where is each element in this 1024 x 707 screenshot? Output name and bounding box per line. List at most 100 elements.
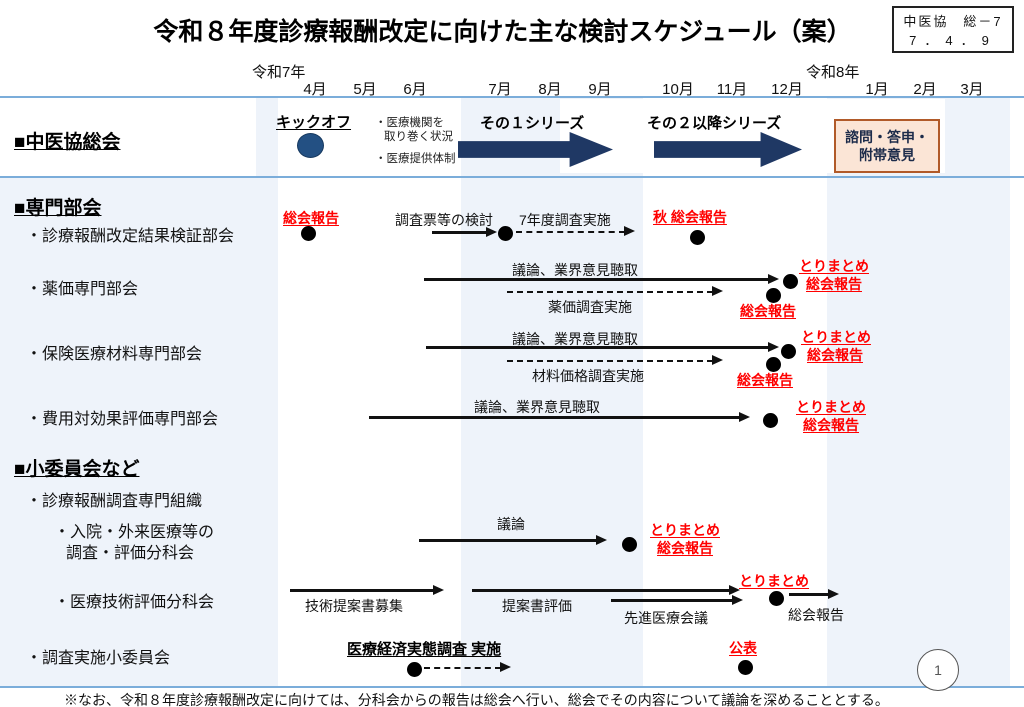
series2-label: その２以降シリーズ (647, 115, 782, 132)
section-heading-senmon: ■専門部会 (14, 198, 102, 219)
yakka-soukai-houkoku-label: 総会報告 (806, 276, 862, 292)
year-label-left: 令和7年 (252, 64, 306, 81)
row-label-yakka: ・薬価専門部会 (26, 281, 139, 298)
milestone-dot (783, 274, 798, 289)
yakka-chousa-label: 薬価調査実施 (548, 299, 632, 315)
divider-line-bottom (0, 686, 1024, 688)
month-label-apr: 4月 (303, 81, 327, 98)
month-label-jun: 6月 (403, 81, 427, 98)
month-label-may: 5月 (353, 81, 377, 98)
row-label-zairyo: ・保険医療材料専門部会 (26, 346, 203, 363)
band-pre-april (256, 97, 278, 177)
kensho-chousahyou-label: 調査票等の検討 (395, 212, 493, 228)
zairyo-chousa-label: 材料価格調査実施 (532, 368, 644, 384)
kensho-aki-houkoku-label: 秋 総会報告 (653, 209, 727, 225)
footer-note: ※なお、令和８年度診療報酬改定に向けては、分科会からの報告は総会へ行い、総会でそ… (64, 692, 889, 707)
kensho-soukai-houkoku-label: 総会報告 (283, 210, 339, 226)
solid-arrow-icon (290, 585, 444, 595)
solid-arrow-icon (789, 589, 839, 599)
milestone-dot (766, 357, 781, 372)
milestone-dot (498, 226, 513, 241)
row-label-gijutsu: ・医療技術評価分科会 (54, 594, 215, 611)
bunkakai-giron-label: 議論 (497, 516, 525, 532)
milestone-dot (763, 413, 778, 428)
yakka-giron-label: 議論、業界意見聴取 (512, 262, 638, 278)
kickoff-circle-icon (297, 133, 324, 158)
milestone-dot (690, 230, 705, 245)
bunkakai-soukai-houkoku-label: 総会報告 (657, 540, 713, 556)
month-label-aug: 8月 (538, 81, 562, 98)
zairyo-soukai-houkoku2-label: 総会報告 (737, 372, 793, 388)
month-label-mar: 3月 (960, 81, 984, 98)
month-label-nov: 11月 (716, 81, 748, 98)
page-number-badge: 1 (917, 649, 959, 691)
month-label-dec: 12月 (771, 81, 803, 98)
row-label-chousa-soshiki: ・診療報酬調査専門組織 (26, 493, 203, 510)
year-label-right: 令和8年 (806, 64, 860, 81)
band-q4-jan-mar (827, 97, 1010, 687)
page-number: 1 (934, 662, 942, 678)
gijutsu-boshu-label: 技術提案書募集 (305, 598, 403, 614)
bunkakai-torimatome-label: とりまとめ (650, 522, 720, 538)
gijutsu-soukai-houkoku-label: 総会報告 (788, 607, 844, 623)
reference-number-line2: 7．4．9 (909, 33, 997, 48)
hiyou-soukai-houkoku-label: 総会報告 (803, 417, 859, 433)
solid-arrow-icon (424, 274, 779, 284)
hiyou-giron-label: 議論、業界意見聴取 (474, 399, 600, 415)
milestone-dot (766, 288, 781, 303)
month-label-feb: 2月 (913, 81, 937, 98)
reference-number-box: 中医協 総－7 7．4．9 (892, 6, 1014, 53)
band-q2-jul-sep (461, 97, 643, 687)
hiyou-torimatome-label: とりまとめ (796, 399, 866, 415)
yakka-torimatome-label: とりまとめ (799, 258, 869, 274)
jittai-chousa-label: 医療経済実態調査 実施 (347, 641, 502, 658)
yakka-soukai-houkoku2-label: 総会報告 (740, 303, 796, 319)
milestone-dot (622, 537, 637, 552)
row-label-bunkakai-line1: ・入院・外来医療等の (54, 524, 215, 541)
month-label-sep: 9月 (588, 81, 612, 98)
milestone-dot (769, 591, 784, 606)
solid-arrow-icon (611, 595, 743, 605)
solid-arrow-icon (426, 342, 779, 352)
solid-arrow-icon (369, 412, 750, 422)
gijutsu-hyouka-label: 提案書評価 (502, 598, 572, 614)
kickoff-label: キックオフ (276, 114, 352, 131)
dashed-arrow-icon (424, 662, 511, 672)
solid-arrow-icon (419, 535, 607, 545)
row-label-jisshi: ・調査実施小委員会 (26, 650, 171, 667)
kensho-nendo-chousa-label: 7年度調査実施 (519, 212, 611, 228)
month-label-jan: 1月 (865, 81, 889, 98)
series1-label: その１シリーズ (480, 115, 585, 132)
dashed-arrow-icon (507, 286, 723, 296)
soukai-bullet-3: ・医療提供体制 (375, 153, 456, 165)
zairyo-soukai-houkoku-label: 総会報告 (807, 347, 863, 363)
band-label-column (0, 177, 278, 687)
gijutsu-torimatome-label: とりまとめ (739, 573, 809, 589)
month-label-oct: 10月 (662, 81, 694, 98)
milestone-dot (301, 226, 316, 241)
shimon-toushin-box: 諮問・答申・ 附帯意見 (834, 119, 940, 173)
soukai-bullet-1: ・医療機関を (375, 117, 444, 129)
month-label-jul: 7月 (488, 81, 512, 98)
solid-arrow-icon (432, 227, 497, 237)
solid-arrow-icon (472, 585, 740, 595)
soukai-bullet-2: 取り巻く状況 (384, 131, 453, 143)
milestone-dot (407, 662, 422, 677)
zairyo-giron-label: 議論、業界意見聴取 (512, 331, 638, 347)
shimon-box-line2: 附帯意見 (859, 147, 915, 163)
gijutsu-senshin-label: 先進医療会議 (624, 610, 708, 626)
divider-line-soukai (0, 176, 1024, 178)
kouhyou-label: 公表 (729, 640, 757, 656)
dashed-arrow-icon (507, 355, 723, 365)
section-heading-soukai: ■中医協総会 (14, 132, 121, 153)
shimon-box-line1: 諮問・答申・ (845, 129, 929, 145)
milestone-dot (738, 660, 753, 675)
reference-number-line1: 中医協 総－7 (903, 14, 1003, 29)
zairyo-torimatome-label: とりまとめ (801, 329, 871, 345)
row-label-hiyou: ・費用対効果評価専門部会 (26, 411, 219, 428)
dashed-arrow-icon (516, 226, 635, 236)
row-label-bunkakai-line2: 調査・評価分科会 (66, 545, 195, 562)
page-title: 令和８年度診療報酬改定に向けた主な検討スケジュール（案） (153, 18, 852, 46)
section-heading-shouiinkai: ■小委員会など (14, 459, 140, 480)
